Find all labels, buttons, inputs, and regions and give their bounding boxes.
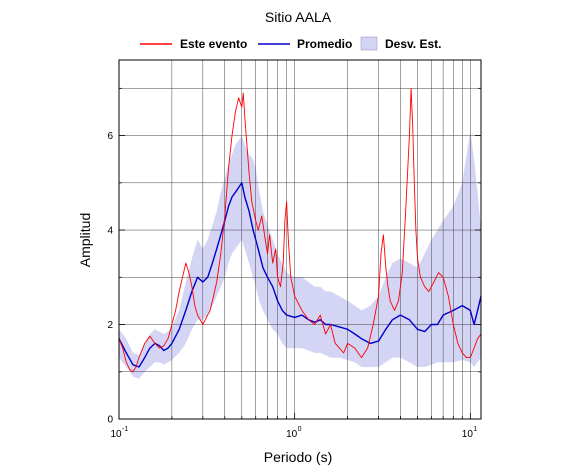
x-axis-label: Periodo (s) bbox=[264, 449, 332, 465]
x-tick-label-exponent: 0 bbox=[298, 426, 302, 433]
y-tick-label: 6 bbox=[107, 131, 113, 142]
legend-label-mean: Promedio bbox=[297, 37, 352, 51]
chart-title: Sitio AALA bbox=[265, 9, 332, 25]
y-tick-label: 2 bbox=[107, 320, 113, 331]
legend: Este evento Promedio Desv. Est. bbox=[140, 36, 441, 51]
plot-frame bbox=[118, 59, 482, 420]
std-band bbox=[119, 130, 481, 379]
x-tick-label: 10 bbox=[286, 429, 298, 440]
x-tick-label: 10 bbox=[110, 429, 122, 440]
legend-label-event: Este evento bbox=[180, 37, 247, 51]
y-tick-label: 4 bbox=[107, 226, 113, 237]
x-tick-label-exponent: 1 bbox=[473, 426, 477, 433]
series-line-event bbox=[118, 87, 482, 373]
y-axis-label: Amplitud bbox=[77, 213, 93, 267]
legend-label-band: Desv. Est. bbox=[385, 37, 441, 51]
x-tick-label-exponent: -1 bbox=[122, 426, 128, 433]
legend-swatch-band bbox=[360, 36, 378, 51]
y-tick-label: 0 bbox=[107, 415, 113, 426]
x-tick-label: 10 bbox=[462, 429, 474, 440]
series-line-mean bbox=[118, 182, 482, 368]
